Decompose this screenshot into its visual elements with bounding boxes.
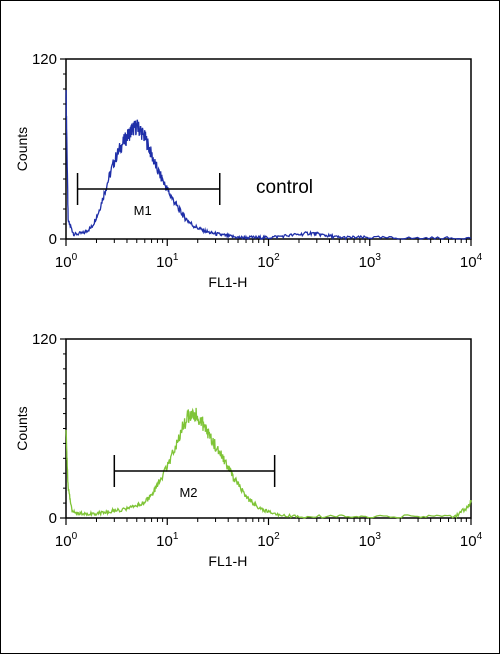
- x-tick-base: 10: [460, 254, 477, 271]
- x-tick-label: 102: [257, 252, 280, 271]
- x-tick-label: 101: [156, 252, 179, 271]
- x-tick-exponent: 2: [274, 252, 280, 263]
- x-tick-base: 10: [55, 254, 72, 271]
- y-tick-label: 0: [49, 510, 57, 527]
- x-tick-base: 10: [156, 533, 173, 550]
- x-tick-base: 10: [55, 533, 72, 550]
- x-tick-exponent: 1: [173, 531, 179, 542]
- x-tick-exponent: 3: [375, 531, 381, 542]
- x-tick-base: 10: [460, 533, 477, 550]
- x-tick-label: 104: [460, 252, 483, 271]
- y-axis-title: Counts: [14, 127, 30, 171]
- x-tick-label: 100: [55, 252, 78, 271]
- y-axis-title: Counts: [14, 406, 30, 450]
- x-axis-title: FL1-H: [208, 553, 247, 569]
- x-axis-title: FL1-H: [208, 274, 247, 290]
- x-tick-label: 100: [55, 531, 78, 550]
- x-tick-exponent: 2: [274, 531, 280, 542]
- y-tick-label: 0: [49, 231, 57, 248]
- x-tick-base: 10: [257, 533, 274, 550]
- y-tick-label: 120: [32, 51, 57, 68]
- x-tick-exponent: 4: [477, 252, 483, 263]
- x-tick-base: 10: [156, 254, 173, 271]
- plot-frame: [65, 58, 472, 240]
- x-tick-base: 10: [359, 254, 376, 271]
- x-tick-label: 103: [359, 252, 382, 271]
- histogram-series-line: [65, 90, 472, 241]
- x-tick-base: 10: [257, 254, 274, 271]
- plot-frame: [65, 338, 472, 519]
- x-tick-exponent: 1: [173, 252, 179, 263]
- annotation-control-label: control: [256, 177, 313, 198]
- x-tick-base: 10: [359, 533, 376, 550]
- x-tick-label: 104: [460, 531, 483, 550]
- x-tick-label: 102: [257, 531, 280, 550]
- x-tick-exponent: 0: [72, 531, 78, 542]
- histogram-series-line: [65, 407, 472, 520]
- gate-marker-label: M2: [179, 485, 197, 500]
- x-tick-exponent: 4: [477, 531, 483, 542]
- gate-marker-label: M1: [134, 203, 152, 218]
- x-tick-label: 101: [156, 531, 179, 550]
- y-tick-label: 120: [32, 331, 57, 348]
- x-tick-exponent: 0: [72, 252, 78, 263]
- x-tick-exponent: 3: [375, 252, 381, 263]
- x-tick-label: 103: [359, 531, 382, 550]
